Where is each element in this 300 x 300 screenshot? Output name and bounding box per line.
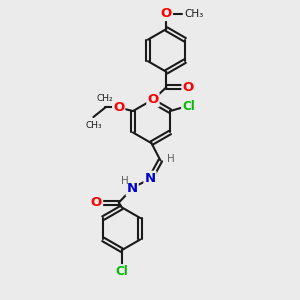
Text: H: H — [167, 154, 175, 164]
Text: O: O — [91, 196, 102, 209]
Text: O: O — [113, 101, 124, 114]
Text: O: O — [161, 7, 172, 20]
Text: O: O — [182, 81, 194, 94]
Text: CH₂: CH₂ — [97, 94, 114, 103]
Text: Cl: Cl — [182, 100, 195, 113]
Text: H: H — [122, 176, 129, 186]
Text: Cl: Cl — [116, 265, 128, 278]
Text: CH₃: CH₃ — [184, 9, 203, 19]
Text: O: O — [147, 93, 159, 106]
Text: N: N — [127, 182, 138, 195]
Text: CH₃: CH₃ — [85, 121, 102, 130]
Text: N: N — [144, 172, 156, 185]
